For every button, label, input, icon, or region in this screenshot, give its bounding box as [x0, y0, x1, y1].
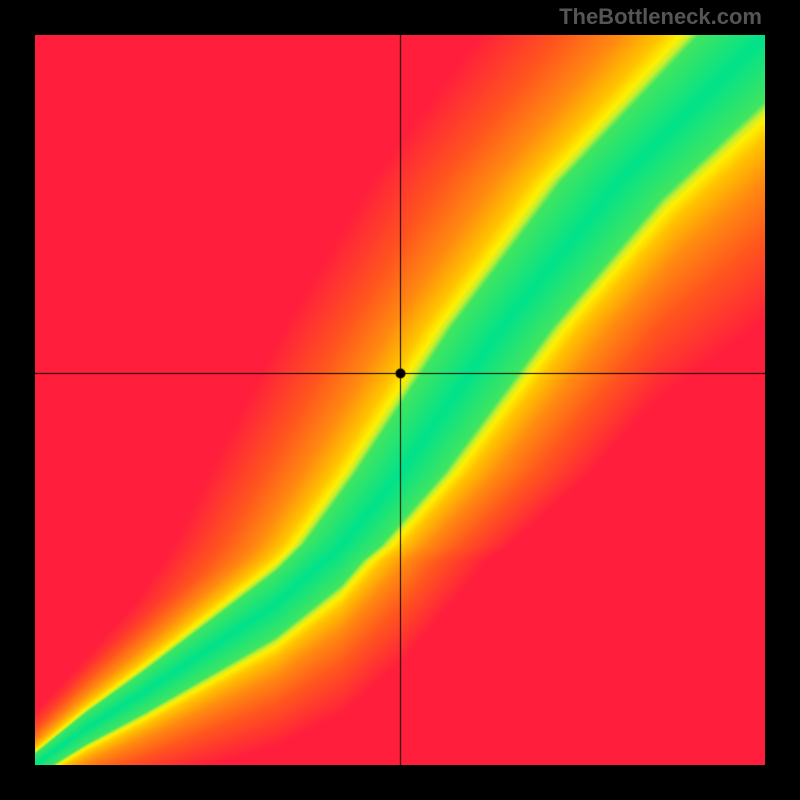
chart-container: TheBottleneck.com — [0, 0, 800, 800]
heatmap-canvas-wrap — [35, 35, 765, 765]
watermark-text: TheBottleneck.com — [559, 4, 762, 30]
heatmap-canvas — [35, 35, 765, 765]
